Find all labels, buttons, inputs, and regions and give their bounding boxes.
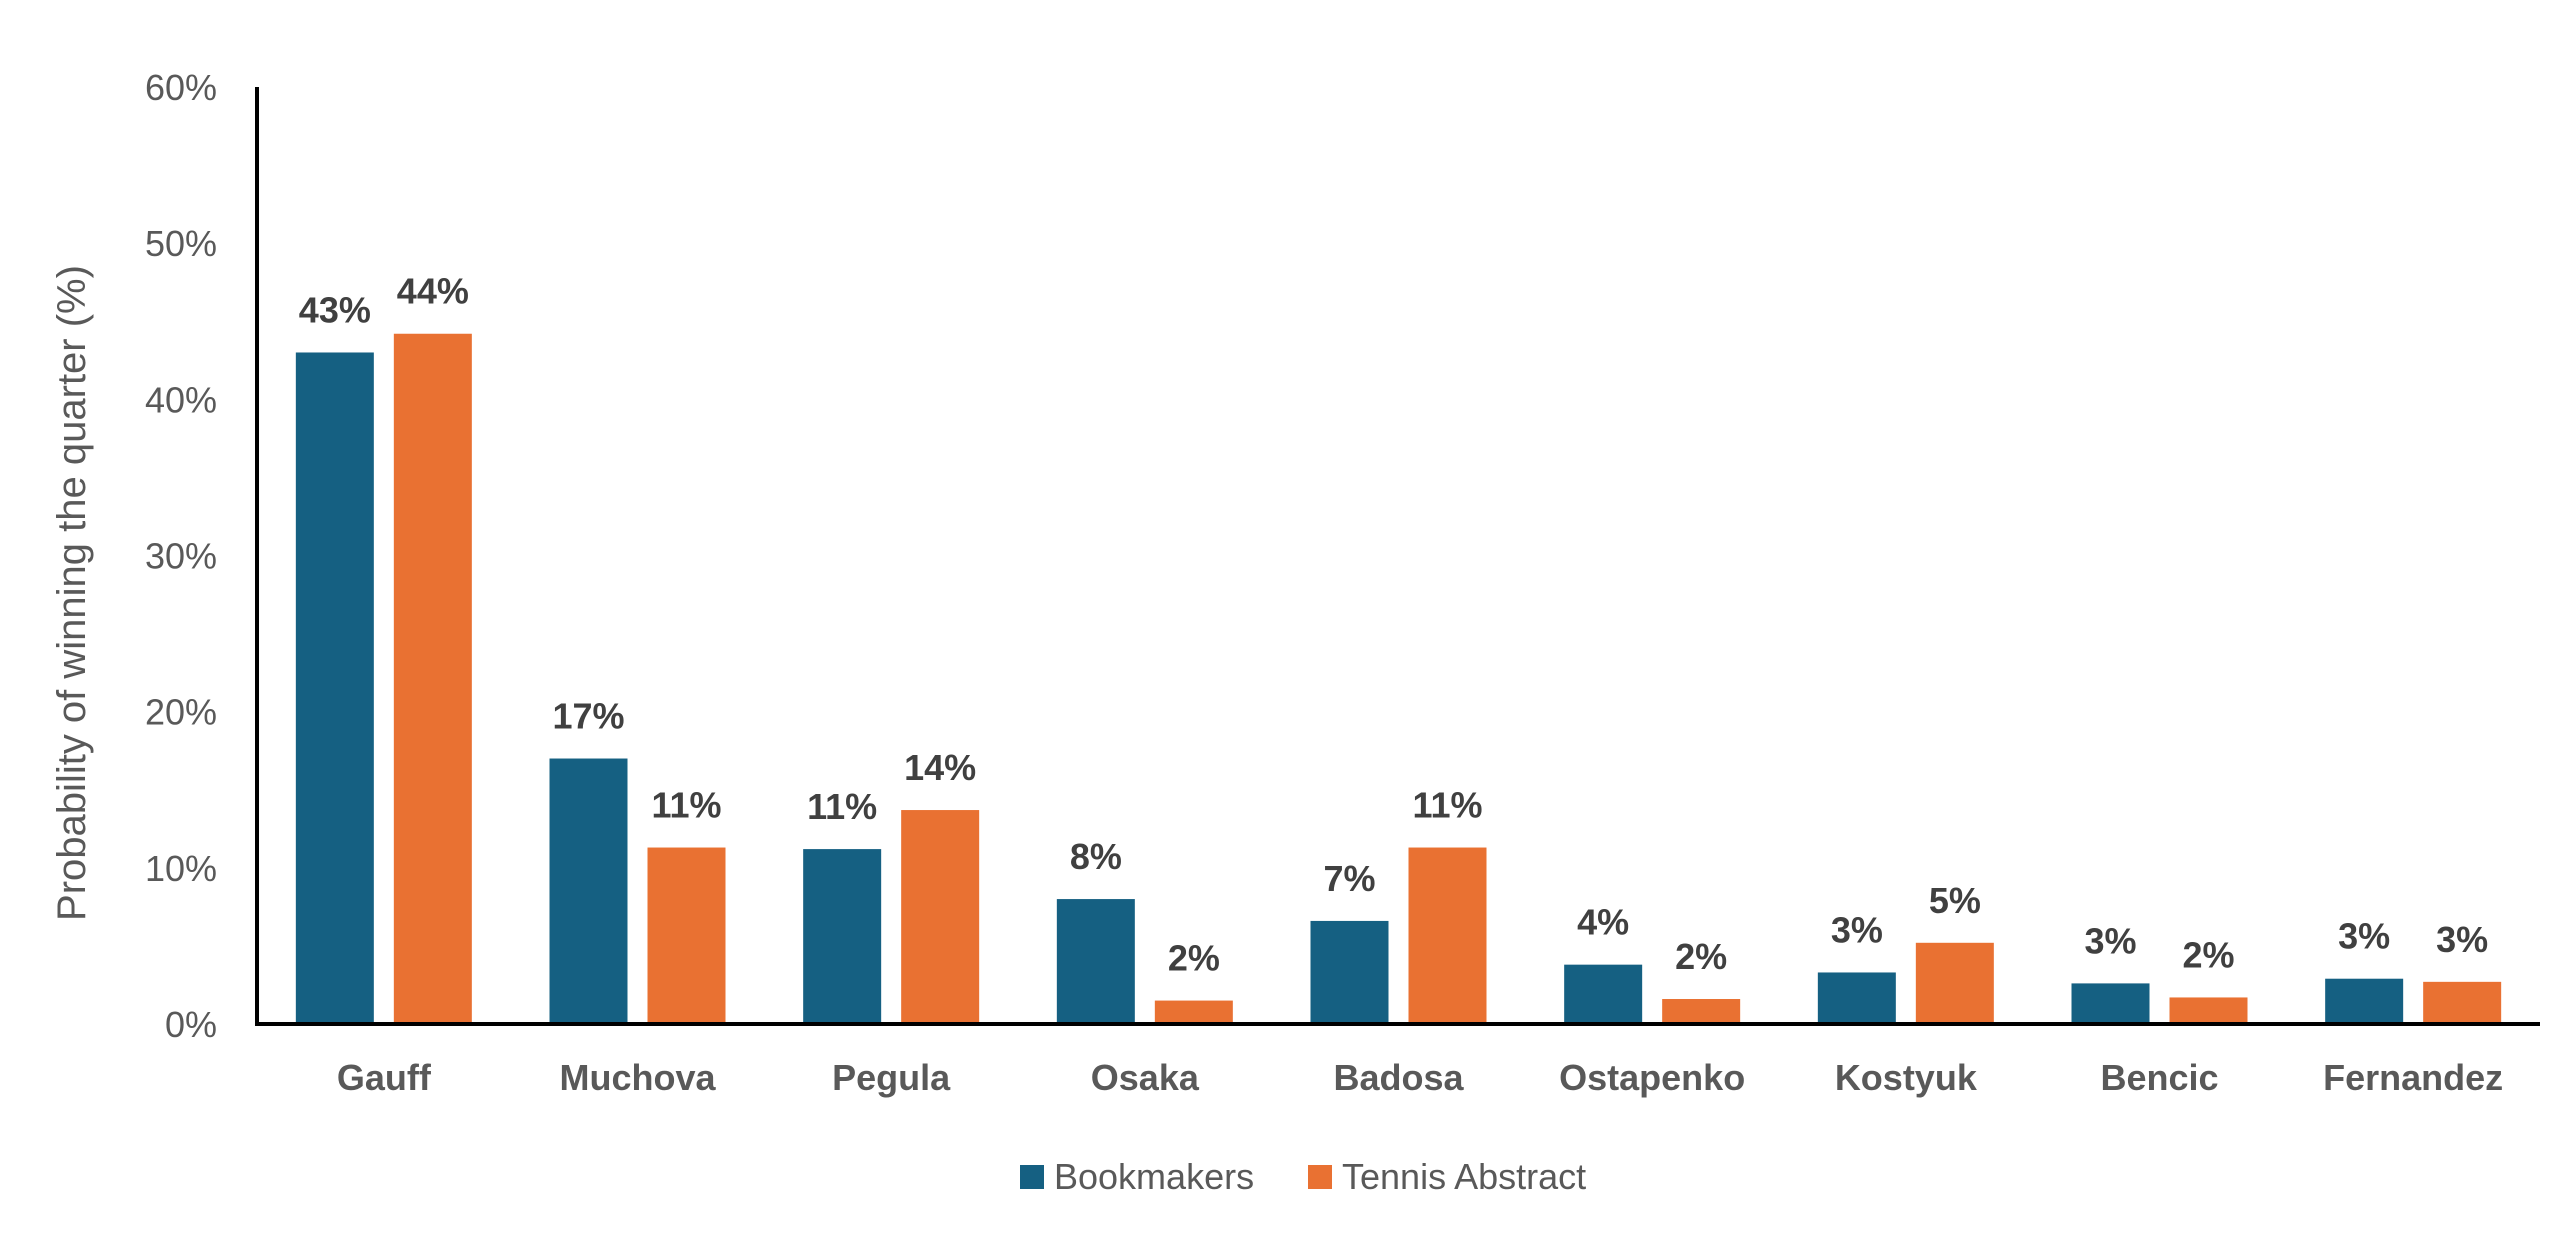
category-labels: Gauff Muchova Pegula Osaka Badosa Ostapenko Ko…	[337, 1057, 2503, 1098]
legend: Bookmakers Tennis Abstract	[1020, 1156, 1586, 1197]
bars	[295, 333, 2502, 1024]
bar-bookmakers-fernandez	[2325, 978, 2404, 1024]
category-label: Osaka	[1091, 1057, 1200, 1098]
data-label: 2%	[2182, 934, 2234, 975]
data-label: 2%	[1168, 938, 1220, 979]
category-label: Bencic	[2100, 1057, 2218, 1098]
bar-tennis-abstract-ostapenko	[1662, 999, 1741, 1024]
bar-bookmakers-muchova	[549, 758, 628, 1024]
legend-label: Tennis Abstract	[1342, 1156, 1586, 1197]
data-label: 3%	[2436, 919, 2488, 960]
y-tick-label: 50%	[145, 223, 217, 264]
data-label: 4%	[1577, 902, 1629, 943]
bar-tennis-abstract-osaka	[1154, 1000, 1233, 1024]
y-tick-label: 0%	[165, 1004, 217, 1045]
data-label: 3%	[1831, 909, 1883, 950]
bar-tennis-abstract-muchova	[647, 847, 726, 1024]
category-label: Badosa	[1333, 1057, 1464, 1098]
category-label: Muchova	[559, 1057, 716, 1098]
bar-tennis-abstract-pegula	[901, 810, 980, 1024]
data-label: 8%	[1070, 836, 1122, 877]
bar-bookmakers-kostyuk	[1817, 972, 1896, 1024]
data-labels: 43% 44% 17% 11% 11% 14% 8% 2% 7% 11% 4% 2% 3% 5% 3% 2% 3…	[299, 271, 2488, 979]
y-axis-title: Probability of winning the quarter (%)	[50, 265, 94, 921]
category-label: Gauff	[337, 1057, 432, 1098]
legend-swatch	[1308, 1165, 1332, 1189]
data-label: 11%	[651, 785, 721, 826]
category-label: Ostapenko	[1559, 1057, 1745, 1098]
data-label: 7%	[1323, 858, 1375, 899]
bar-tennis-abstract-gauff	[393, 333, 472, 1024]
data-label: 3%	[2338, 916, 2390, 957]
bar-bookmakers-bencic	[2071, 983, 2150, 1024]
data-label: 14%	[904, 747, 976, 788]
bar-tennis-abstract-fernandez	[2423, 981, 2502, 1024]
data-label: 5%	[1929, 880, 1981, 921]
y-tick-label: 60%	[145, 67, 217, 108]
data-label: 11%	[1412, 785, 1482, 826]
bar-bookmakers-pegula	[803, 849, 882, 1024]
bar-bookmakers-gauff	[295, 352, 374, 1024]
bar-bookmakers-osaka	[1056, 899, 1135, 1024]
category-label: Fernandez	[2323, 1057, 2503, 1098]
category-label: Pegula	[832, 1057, 951, 1098]
legend-label: Bookmakers	[1054, 1156, 1254, 1197]
data-label: 3%	[2084, 920, 2136, 961]
data-label: 2%	[1675, 936, 1727, 977]
data-label: 44%	[397, 271, 469, 312]
bar-bookmakers-badosa	[1310, 920, 1389, 1024]
data-label: 43%	[299, 289, 371, 330]
category-label: Kostyuk	[1835, 1057, 1978, 1098]
data-label: 17%	[552, 696, 624, 737]
bar-tennis-abstract-bencic	[2169, 997, 2248, 1024]
bar-tennis-abstract-badosa	[1408, 847, 1487, 1024]
y-axis-ticks: 0% 10% 20% 30% 40% 50% 60%	[145, 67, 217, 1045]
y-tick-label: 10%	[145, 848, 217, 889]
data-label: 11%	[807, 786, 877, 827]
y-tick-label: 20%	[145, 692, 217, 733]
y-tick-label: 40%	[145, 379, 217, 420]
legend-swatch	[1020, 1165, 1044, 1189]
bar-bookmakers-ostapenko	[1564, 964, 1643, 1024]
y-tick-label: 30%	[145, 536, 217, 577]
bar-tennis-abstract-kostyuk	[1915, 942, 1994, 1024]
